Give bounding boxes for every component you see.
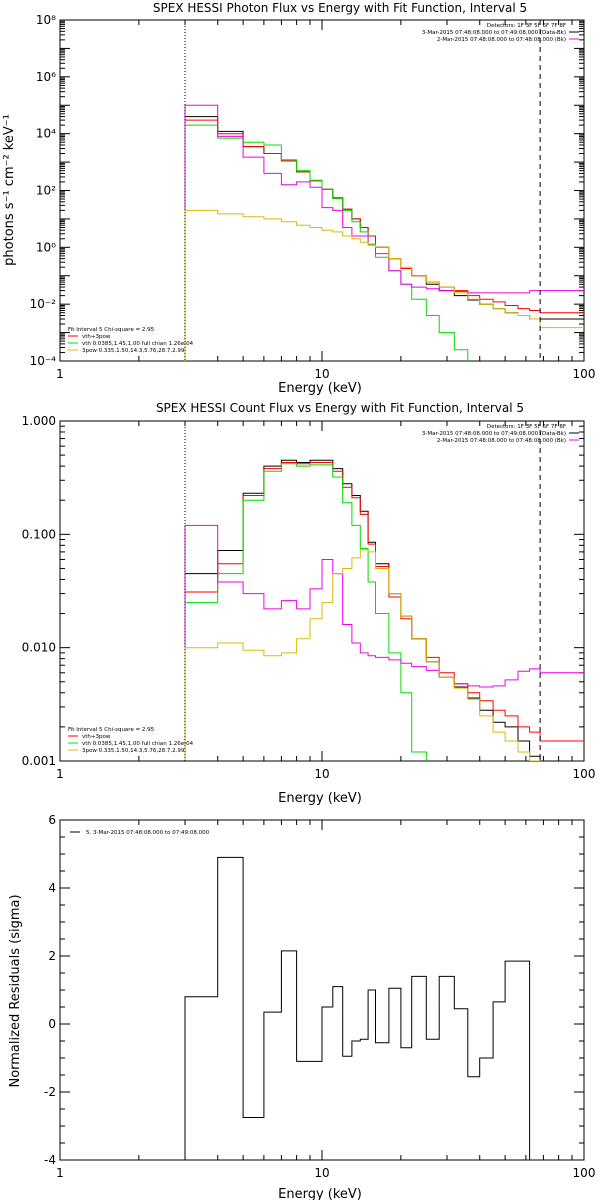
legend-text: vth+3pow [82,334,111,340]
legend-text: 3pow 0.335,1.50,14.3,5.76,28.7,2.99 [82,748,185,754]
residuals-panel: 1 10 100 -4 -2 0 2 4 6 5. 3-Mar-2015 07:48:08.000… [8,813,595,1200]
y-tick-label: 10⁻² [30,297,57,311]
y-tick-label: 4 [48,881,56,895]
count-plot-area: 1 10 100 0.001 0.010 0.100 1.000 Detectors: 1F … [22,414,596,781]
series-line [184,119,584,361]
residuals-plot-area: 1 10 100 -4 -2 0 2 4 6 5. 3-Mar-2015 07:48:08.000… [44,813,595,1180]
y-tick-label: 10⁻⁴ [30,354,57,368]
y-tick-label: 10² [36,184,56,198]
y-tick-label: 0.010 [22,641,56,655]
photon-panel-title: SPEX HESSI Photon Flux vs Energy with Fi… [153,1,527,15]
y-tick-label: 10⁴ [36,127,56,141]
count-x-axis-label: Energy (keV) [278,791,362,806]
series-group [184,104,584,361]
x-tick-label: 100 [573,1166,596,1180]
series-line [184,463,427,761]
series-line [184,209,584,361]
photon-y-axis-label: photons s⁻¹ cm⁻² keV⁻¹ [2,114,17,266]
x-tick-label: 10 [314,767,329,781]
y-tick-label: 10⁶ [36,70,56,84]
y-tick-label: 0.100 [22,527,56,541]
legend-text: Detectors: 1F 3F 5F 6F 7F 8F [487,23,566,29]
y-tick-label: -2 [44,1085,56,1099]
legend-text: 3-Mar-2015 07:48:08.000 to 07:49:08.000 … [422,431,566,437]
count-panel-title: SPEX HESSI Count Flux vs Energy with Fit… [156,401,524,415]
legend-text: vth 0.0385,1.45,1.00 full chian 1.26e-04 [82,741,194,747]
legend-text: Fit Interval 5 Chi-square = 2.95 [68,727,155,733]
series-line [184,104,584,361]
x-tick-label: 100 [573,367,596,381]
x-tick-label: 10 [314,367,329,381]
y-tick-label: 6 [48,813,56,827]
x-tick-label: 100 [573,767,596,781]
count-flux-panel: SPEX HESSI Count Flux vs Energy with Fit… [22,401,596,806]
x-tick-label: 10 [314,1166,329,1180]
y-tick-label: 2 [48,949,56,963]
legend-text: 2-Mar-2015 07:48:08.000 to 07:48:08.000 … [437,438,566,444]
x-tick-label: 1 [56,1166,64,1180]
series-group [184,459,584,761]
series-line [184,116,584,361]
y-tick-label: 0 [48,1017,56,1031]
legend-text: Fit Interval 5 Chi-square = 2.95 [68,327,155,333]
x-tick-label: 1 [56,767,64,781]
series-line [184,856,541,1160]
legend-text: 2-Mar-2015 07:48:08.000 to 07:48:08.000 … [437,37,566,43]
photon-flux-panel: SPEX HESSI Photon Flux vs Energy with Fi… [2,1,595,396]
legend-text: Detectors: 1F 3F 5F 6F 7F 8F [487,424,566,430]
series-line [184,549,541,761]
photon-x-axis-label: Energy (keV) [278,381,362,396]
legend-text: 5. 3-Mar-2015 07:48:08.000 to 07:49:08.0… [86,830,210,836]
y-tick-label: 10⁸ [36,13,56,27]
legend-text: vth 0.0385,1.45,1.00 full chian 1.26e-04 [82,341,194,347]
series-line [184,462,584,761]
photon-plot-area: 1 10 100 10⁻⁴ 10⁻² 10⁰ 10² 10⁴ 10⁶ 10⁸ Detectors: … [30,13,596,381]
legend-text: 3-Mar-2015 07:48:08.000 to 07:49:08.000 … [422,30,566,36]
series-line [184,524,584,761]
legend-text: 3pow 0.335,1.50,14.3,5.76,28.7,2.99 [82,348,185,354]
residuals-y-axis-label: Normalized Residuals (sigma) [8,894,23,1087]
legend-text: vth+3pow [82,734,111,740]
y-tick-label: 0.001 [22,754,56,768]
x-tick-label: 1 [56,367,64,381]
residuals-x-axis-label: Energy (keV) [278,1187,362,1200]
series-group [184,856,541,1160]
series-line [184,124,469,361]
y-tick-label: -4 [44,1153,56,1167]
y-tick-label: 10⁰ [36,240,56,254]
y-tick-label: 1.000 [22,414,56,428]
